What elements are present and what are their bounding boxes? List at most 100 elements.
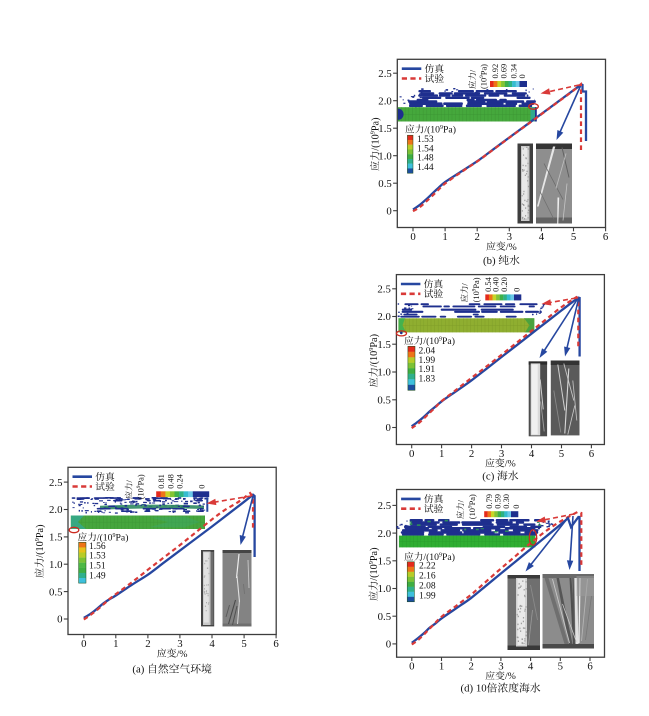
svg-text:3: 3: [177, 638, 182, 650]
svg-text:9: 9: [136, 485, 142, 488]
svg-text:Pa): Pa): [472, 277, 481, 288]
svg-text:1: 1: [113, 638, 118, 650]
svg-text:6: 6: [589, 448, 595, 460]
svg-text:/(10: /(10: [424, 125, 440, 136]
svg-text:0: 0: [386, 422, 391, 434]
svg-text:0.20: 0.20: [500, 277, 509, 292]
svg-text:0.59: 0.59: [494, 494, 503, 509]
svg-text:2.0: 2.0: [378, 95, 392, 107]
svg-text:/(10: /(10: [369, 351, 380, 367]
svg-text:1.5: 1.5: [378, 556, 392, 568]
svg-text:9: 9: [439, 336, 442, 342]
svg-text:2: 2: [145, 638, 150, 650]
svg-text:1.48: 1.48: [417, 154, 434, 164]
svg-text:/(10: /(10: [369, 564, 380, 580]
svg-text:2.0: 2.0: [377, 311, 391, 323]
svg-text:1.53: 1.53: [89, 552, 106, 562]
svg-text:2.16: 2.16: [419, 572, 436, 582]
svg-text:0: 0: [57, 614, 62, 626]
svg-text:6: 6: [273, 638, 279, 650]
svg-text:2.04: 2.04: [419, 347, 436, 357]
svg-text:0.5: 0.5: [49, 586, 63, 598]
svg-text:0: 0: [410, 231, 415, 243]
svg-text:/: /: [468, 69, 477, 72]
svg-text:0: 0: [386, 205, 391, 217]
svg-text:(10: (10: [468, 508, 477, 519]
svg-text:3: 3: [498, 661, 503, 673]
svg-text:1.56: 1.56: [89, 542, 106, 552]
svg-text:1.99: 1.99: [419, 356, 436, 366]
svg-text:1.5: 1.5: [377, 339, 391, 351]
svg-text:0.40: 0.40: [492, 277, 501, 292]
svg-text:9: 9: [370, 131, 377, 134]
svg-text:9: 9: [368, 348, 375, 351]
svg-text:1.44: 1.44: [417, 163, 434, 173]
svg-text:(d) 10: (d) 10: [461, 683, 487, 695]
svg-text:9: 9: [468, 505, 474, 508]
svg-text:Pa): Pa): [442, 552, 455, 563]
svg-text:(c): (c): [482, 471, 494, 483]
svg-text:1.53: 1.53: [417, 135, 434, 145]
svg-text:2: 2: [475, 231, 480, 243]
svg-text:2: 2: [469, 448, 474, 460]
svg-text:2: 2: [469, 661, 474, 673]
svg-text:0.79: 0.79: [485, 494, 494, 509]
svg-text:1.83: 1.83: [419, 374, 436, 384]
svg-text:0.5: 0.5: [378, 178, 392, 190]
svg-text:6: 6: [603, 231, 609, 243]
svg-text:(10: (10: [479, 78, 488, 89]
svg-text:1: 1: [442, 231, 447, 243]
svg-text:0: 0: [81, 638, 86, 650]
svg-text:1.0: 1.0: [378, 150, 392, 162]
svg-text:(10: (10: [136, 488, 145, 499]
svg-text:Pa): Pa): [443, 125, 456, 136]
svg-text:Pa): Pa): [116, 533, 129, 544]
svg-text:Pa): Pa): [136, 474, 145, 485]
svg-text:/%: /%: [506, 242, 517, 253]
svg-text:5: 5: [559, 448, 564, 460]
svg-text:5: 5: [558, 661, 563, 673]
svg-text:/%: /%: [505, 671, 516, 682]
svg-text:2.5: 2.5: [377, 283, 391, 295]
svg-text:Pa): Pa): [369, 334, 380, 348]
svg-text:1.54: 1.54: [417, 144, 434, 154]
svg-text:0: 0: [512, 288, 521, 292]
svg-text:1: 1: [439, 448, 444, 460]
svg-text:0.5: 0.5: [378, 611, 392, 623]
svg-text:9: 9: [439, 552, 442, 558]
svg-text:/(10: /(10: [97, 533, 113, 544]
svg-text:(b): (b): [483, 255, 496, 267]
svg-text:3: 3: [507, 231, 512, 243]
svg-text:2.0: 2.0: [49, 504, 63, 516]
svg-text:2.5: 2.5: [378, 500, 392, 512]
svg-text:1.0: 1.0: [378, 583, 392, 595]
svg-text:4: 4: [529, 448, 535, 460]
svg-text:9: 9: [368, 561, 375, 564]
svg-text:3: 3: [499, 448, 504, 460]
svg-text:0: 0: [409, 661, 414, 673]
svg-text:4: 4: [209, 638, 215, 650]
svg-text:0.24: 0.24: [176, 473, 185, 488]
svg-text:0.69: 0.69: [500, 64, 509, 79]
svg-text:1.91: 1.91: [419, 365, 436, 375]
svg-text:0: 0: [512, 505, 521, 509]
svg-text:1.0: 1.0: [49, 559, 63, 571]
svg-text:0.92: 0.92: [491, 64, 500, 79]
svg-text:2.08: 2.08: [419, 582, 436, 592]
svg-text:0: 0: [409, 448, 414, 460]
svg-text:5: 5: [241, 638, 246, 650]
svg-text:9: 9: [440, 125, 443, 131]
svg-text:0.34: 0.34: [509, 63, 518, 78]
svg-text:1.5: 1.5: [49, 532, 63, 544]
svg-text:2.5: 2.5: [378, 68, 392, 80]
svg-text:9: 9: [113, 533, 116, 539]
svg-text:9: 9: [34, 538, 41, 541]
svg-text:5: 5: [571, 231, 576, 243]
svg-text:1.49: 1.49: [89, 572, 106, 582]
svg-text:Pa): Pa): [369, 548, 380, 562]
svg-text:Pa): Pa): [35, 525, 46, 539]
svg-text:0: 0: [518, 74, 527, 78]
svg-text:(a): (a): [132, 664, 144, 676]
svg-text:0.48: 0.48: [167, 474, 176, 489]
svg-text:Pa): Pa): [442, 336, 455, 347]
